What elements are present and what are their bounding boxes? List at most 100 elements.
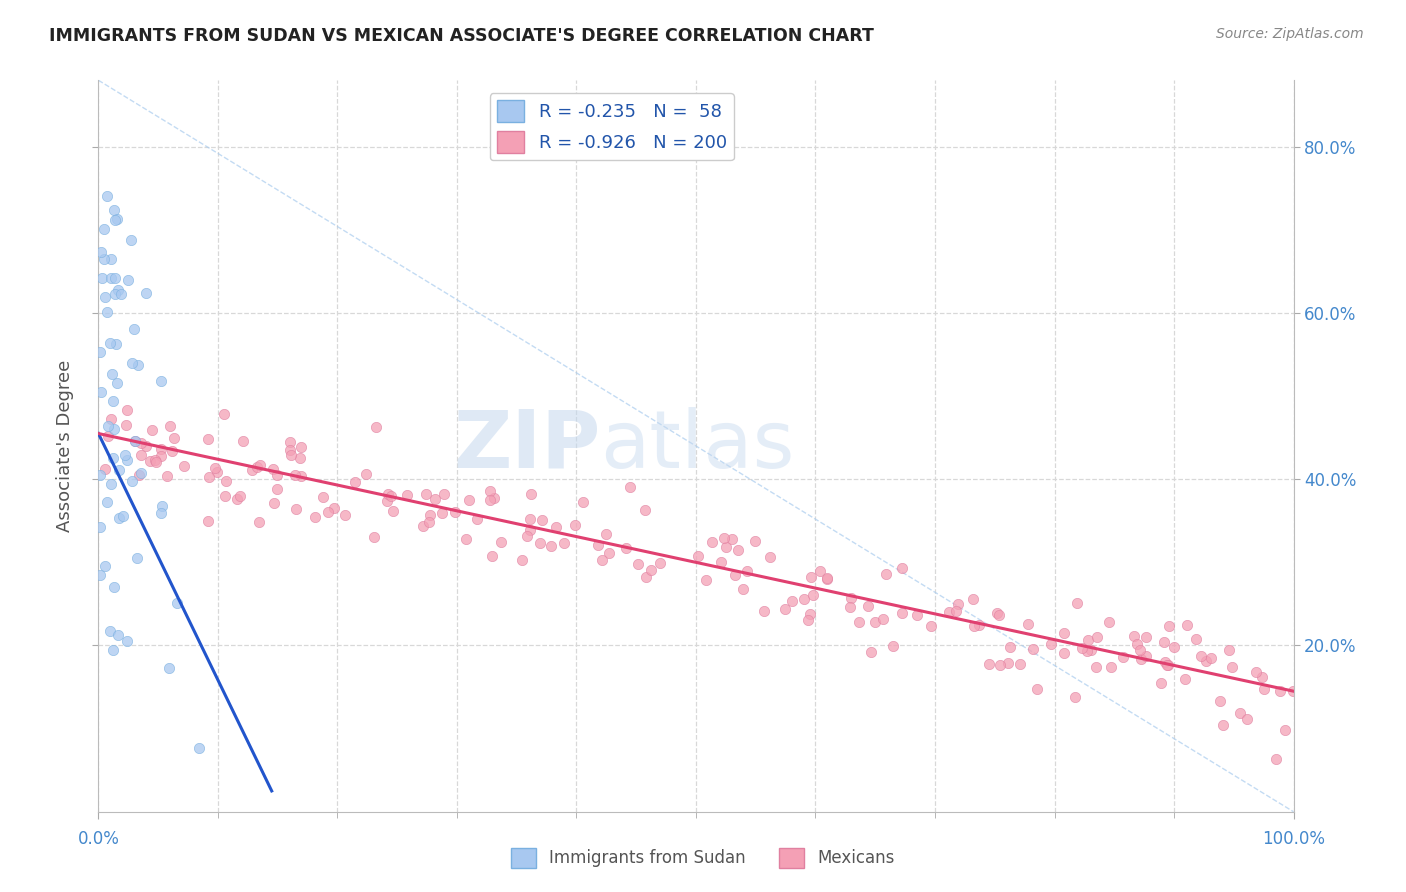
Point	[229, 489, 252, 503]
Point	[721, 532, 744, 546]
Point	[727, 542, 749, 557]
Point	[1199, 650, 1222, 665]
Point	[478, 492, 501, 507]
Point	[1066, 596, 1088, 610]
Point	[1156, 658, 1178, 673]
Point	[564, 518, 586, 533]
Point	[197, 514, 219, 528]
Point	[1174, 672, 1197, 686]
Point	[433, 486, 456, 500]
Point	[150, 506, 173, 520]
Point	[1080, 642, 1102, 657]
Point	[1157, 657, 1180, 672]
Point	[484, 491, 506, 505]
Point	[1212, 718, 1234, 732]
Point	[782, 594, 804, 608]
Point	[103, 580, 125, 594]
Point	[946, 597, 969, 611]
Point	[614, 541, 637, 555]
Point	[815, 571, 838, 585]
Point	[215, 474, 238, 488]
Point	[1099, 660, 1122, 674]
Point	[344, 475, 367, 489]
Point	[187, 741, 209, 756]
Point	[1264, 752, 1286, 766]
Point	[1129, 643, 1152, 657]
Text: atlas: atlas	[600, 407, 794, 485]
Point	[1208, 694, 1230, 708]
Point	[100, 477, 122, 491]
Point	[808, 564, 831, 578]
Point	[97, 419, 120, 434]
Point	[1153, 635, 1175, 649]
Point	[423, 491, 446, 506]
Point	[540, 539, 562, 553]
Point	[1039, 637, 1062, 651]
Legend: Immigrants from Sudan, Mexicans: Immigrants from Sudan, Mexicans	[505, 841, 901, 875]
Point	[1253, 682, 1275, 697]
Point	[89, 468, 111, 483]
Point	[156, 469, 179, 483]
Point	[963, 619, 986, 633]
Point	[529, 536, 551, 550]
Point	[515, 528, 537, 542]
Point	[456, 532, 478, 546]
Point	[544, 520, 567, 534]
Point	[96, 189, 118, 203]
Point	[278, 442, 301, 457]
Point	[714, 540, 737, 554]
Point	[290, 440, 312, 454]
Point	[89, 345, 111, 359]
Point	[107, 511, 129, 525]
Point	[418, 516, 440, 530]
Point	[803, 588, 825, 602]
Point	[145, 455, 167, 469]
Point	[89, 520, 111, 534]
Point	[94, 462, 117, 476]
Point	[793, 592, 815, 607]
Point	[150, 449, 173, 463]
Point	[1135, 630, 1157, 644]
Point	[396, 488, 419, 502]
Point	[591, 553, 613, 567]
Point	[125, 551, 148, 566]
Point	[107, 628, 129, 642]
Point	[288, 450, 311, 465]
Point	[648, 556, 671, 570]
Point	[419, 508, 441, 522]
Point	[96, 495, 118, 509]
Point	[212, 408, 235, 422]
Point	[197, 432, 219, 446]
Point	[1084, 660, 1107, 674]
Point	[987, 608, 1010, 623]
Point	[240, 463, 263, 477]
Point	[1053, 626, 1076, 640]
Point	[586, 538, 609, 552]
Point	[115, 418, 138, 433]
Point	[262, 462, 284, 476]
Point	[205, 465, 228, 479]
Point	[103, 422, 125, 436]
Point	[872, 612, 894, 626]
Point	[90, 244, 112, 259]
Point	[381, 504, 404, 518]
Legend: R = -0.235   N =  58, R = -0.926   N = 200: R = -0.235 N = 58, R = -0.926 N = 200	[489, 93, 734, 161]
Point	[100, 252, 122, 267]
Point	[149, 374, 172, 388]
Point	[1022, 641, 1045, 656]
Point	[636, 570, 658, 584]
Point	[214, 490, 236, 504]
Point	[856, 599, 879, 614]
Point	[443, 505, 465, 519]
Point	[101, 451, 124, 466]
Point	[1077, 632, 1099, 647]
Point	[105, 212, 128, 227]
Point	[626, 557, 648, 571]
Point	[1281, 684, 1303, 698]
Point	[1122, 629, 1144, 643]
Point	[127, 358, 149, 372]
Point	[157, 661, 180, 675]
Point	[1185, 632, 1208, 646]
Point	[225, 491, 247, 506]
Point	[124, 434, 146, 449]
